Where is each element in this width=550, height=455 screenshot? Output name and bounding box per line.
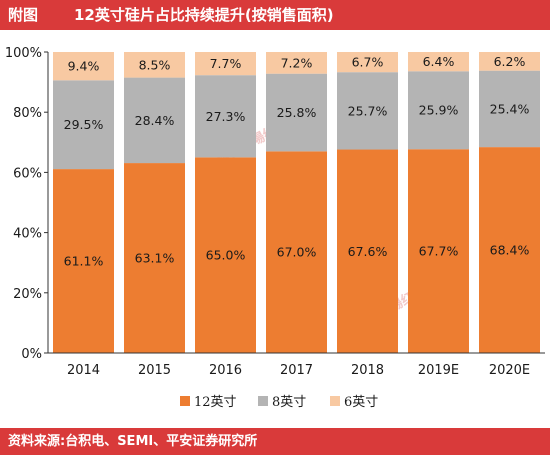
bar-segment [195, 157, 256, 353]
data-label: 25.9% [419, 103, 459, 118]
data-label: 7.7% [210, 56, 242, 71]
x-tick-label: 2018 [351, 363, 384, 378]
x-tick-label: 2015 [138, 363, 171, 378]
x-tick-label: 2019E [418, 363, 459, 378]
bar-segment [53, 52, 114, 81]
bar-segment [479, 70, 540, 148]
bar-segment [479, 147, 540, 353]
data-label: 67.7% [419, 244, 459, 259]
bar-segment [266, 151, 327, 353]
stacked-bar-chart: 證券市場红週刊 證券市場红週刊 0%20%40%60%80%100% 61.1%… [5, 46, 545, 410]
data-label: 61.1% [64, 254, 104, 269]
bar-segment [337, 149, 398, 353]
data-label: 7.2% [281, 55, 313, 70]
x-tick-label: 2016 [209, 363, 242, 378]
bar-segment [479, 52, 540, 71]
bar-segment [408, 71, 469, 150]
legend-label: 12英寸 [194, 395, 237, 410]
figure-header: 附图 12英寸硅片占比持续提升(按销售面积) [0, 0, 550, 30]
bar-segment [124, 52, 185, 78]
data-label: 65.0% [206, 248, 246, 263]
legend-label: 6英寸 [344, 395, 378, 410]
y-tick-label: 20% [13, 287, 42, 302]
data-label: 67.0% [277, 245, 317, 260]
data-label: 9.4% [68, 59, 100, 74]
bar-segment [266, 73, 327, 152]
data-label: 25.7% [348, 103, 388, 118]
y-tick-label: 40% [13, 227, 42, 242]
bar-segment [266, 52, 327, 74]
source-footer: 资料来源:台积电、SEMI、平安证券研究所 [0, 428, 550, 455]
data-label: 63.1% [135, 251, 175, 266]
bar-segment [195, 75, 256, 158]
legend: 12英寸 8英寸 6英寸 [180, 395, 378, 410]
y-tick-label: 60% [13, 166, 42, 181]
bar-segment [337, 52, 398, 73]
y-tick-label: 0% [21, 347, 42, 362]
bar-segment [53, 80, 114, 170]
data-label: 29.5% [64, 117, 104, 132]
data-label: 8.5% [139, 57, 171, 72]
data-label: 6.7% [352, 55, 384, 70]
bar-segment [337, 72, 398, 150]
bar-segment [408, 52, 469, 72]
figure-label: 附图 [8, 6, 39, 24]
bar-segment [124, 77, 185, 164]
x-tick-label: 2014 [67, 363, 100, 378]
bar-segment [408, 149, 469, 353]
bars-group [53, 52, 540, 353]
y-tick-label: 80% [13, 106, 42, 121]
data-label: 25.4% [490, 101, 530, 116]
legend-swatch [258, 396, 268, 406]
bar-segment [195, 52, 256, 76]
legend-swatch [180, 396, 190, 406]
data-label: 68.4% [490, 243, 530, 258]
legend-swatch [330, 396, 340, 406]
y-tick-label: 100% [5, 46, 42, 61]
data-label: 28.4% [135, 113, 175, 128]
data-label: 27.3% [206, 109, 246, 124]
data-label: 6.4% [423, 54, 455, 69]
legend-label: 8英寸 [272, 395, 306, 410]
chart-title: 12英寸硅片占比持续提升(按销售面积) [74, 6, 334, 24]
data-labels-group: 61.1% 29.5% 9.4% 63.1% 28.4% 8.5% 65.0% 27.3% 7.… [64, 54, 530, 269]
y-axis: 0% 20% 40% 60% 80% 100% [5, 46, 49, 362]
x-axis: 2014 2015 2016 2017 2018 2019E 2020E [48, 352, 545, 378]
x-tick-label: 2020E [489, 363, 530, 378]
source-note: 资料来源:台积电、SEMI、平安证券研究所 [8, 434, 258, 449]
data-label: 6.2% [494, 54, 526, 69]
bar-segment [124, 163, 185, 353]
x-tick-label: 2017 [280, 363, 313, 378]
data-label: 67.6% [348, 244, 388, 259]
data-label: 25.8% [277, 105, 317, 120]
bar-segment [53, 169, 114, 353]
